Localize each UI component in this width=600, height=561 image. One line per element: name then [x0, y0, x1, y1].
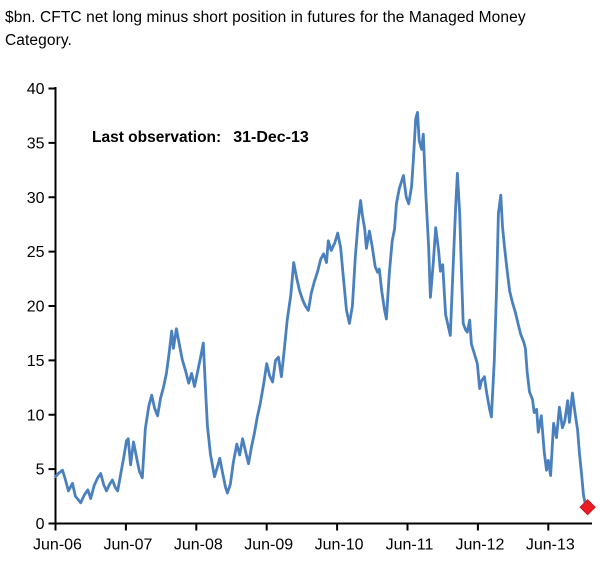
- y-tick-label: 30: [27, 190, 45, 207]
- last-observation-label: Last observation:: [92, 129, 222, 146]
- y-tick-label: 20: [27, 299, 45, 316]
- x-tick-label: Jun-12: [455, 537, 504, 554]
- x-tick-label: Jun-06: [33, 537, 82, 554]
- cftc-net-position-series-line: [54, 111, 589, 509]
- last-observation-date: 31-Dec-13: [233, 129, 309, 146]
- y-tick-label: 15: [27, 353, 45, 370]
- x-tick-label: Jun-08: [174, 537, 223, 554]
- y-tick-label: 25: [27, 244, 45, 261]
- chart-title-line1: $bn. CFTC net long minus short position …: [5, 9, 526, 26]
- y-tick-label: 0: [36, 516, 45, 533]
- y-tick-label: 10: [27, 407, 45, 424]
- y-tick-label: 5: [36, 462, 45, 479]
- last-observation-annotation: Last observation: 31-Dec-13: [92, 129, 309, 147]
- x-tick-label: Jun-07: [103, 537, 152, 554]
- x-tick-label: Jun-09: [244, 537, 293, 554]
- x-tick-label: Jun-10: [315, 537, 364, 554]
- x-tick-label: Jun-11: [386, 537, 434, 554]
- last-observation-marker: [579, 498, 596, 516]
- x-tick-label: Jun-13: [526, 537, 575, 554]
- chart-title: $bn. CFTC net long minus short position …: [5, 6, 597, 52]
- chart-title-line2: Category.: [5, 32, 72, 49]
- y-tick-label: 40: [27, 81, 45, 98]
- y-tick-label: 35: [27, 135, 45, 152]
